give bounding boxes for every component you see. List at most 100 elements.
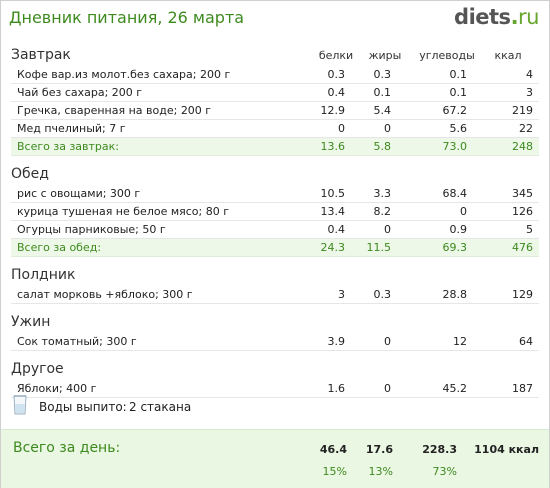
value-kcal: 3 xyxy=(526,86,533,99)
value-protein: 0.4 xyxy=(327,223,346,236)
meal-section-header: Ужин xyxy=(11,312,539,333)
value-kcal: 126 xyxy=(512,205,533,218)
logo-tld: ru xyxy=(518,5,539,29)
value-kcal: 22 xyxy=(519,122,533,135)
value-carbs: 28.8 xyxy=(442,288,468,301)
food-row[interactable]: салат морковь +яблоко; 300 г 3 0.3 28.8 129 xyxy=(11,286,539,304)
food-name: Мед пчелиный; 7 г xyxy=(17,122,126,135)
header: Дневник питания, 26 марта diets.ru xyxy=(1,1,549,37)
value-protein: 12.9 xyxy=(320,104,346,117)
food-name: Чай без сахара; 200 г xyxy=(17,86,143,99)
food-name: Гречка, сваренная на воде; 200 г xyxy=(17,104,212,117)
meal-title: Ужин xyxy=(11,314,51,330)
value-kcal: 248 xyxy=(512,140,533,153)
value-protein: 13.4 xyxy=(320,205,346,218)
value-protein: 0 xyxy=(338,122,345,135)
column-header-carbs: углеводы xyxy=(419,49,475,62)
column-header-protein: белки xyxy=(318,49,354,62)
food-name: салат морковь +яблоко; 300 г xyxy=(17,288,193,301)
column-header-kcal: ккал xyxy=(494,49,522,62)
value-protein: 10.5 xyxy=(320,187,346,200)
food-row[interactable]: Мед пчелиный; 7 г 0 0 5.6 22 xyxy=(11,120,539,138)
day-fat: 17.6 xyxy=(365,443,393,456)
value-fat: 0 xyxy=(384,122,391,135)
value-kcal: 476 xyxy=(512,241,533,254)
day-protein: 46.4 xyxy=(319,443,347,456)
meal-total-row: Всего за завтрак: 13.6 5.8 73.0 248 xyxy=(11,138,539,156)
meal-title: Полдник xyxy=(11,267,76,283)
page-title: Дневник питания, 26 марта xyxy=(9,8,245,27)
value-protein: 1.6 xyxy=(327,382,346,395)
food-row[interactable]: Кофе вар.из молот.без сахара; 200 г 0.3 0.… xyxy=(11,66,539,84)
food-name: Огурцы парниковые; 50 г xyxy=(17,223,166,236)
food-row[interactable]: Чай без сахара; 200 г 0.4 0.1 0.1 3 xyxy=(11,84,539,102)
water-intake: Воды выпито: 2 стакана xyxy=(11,394,311,420)
day-total: Всего за день: 46.4 17.6 228.3 1104 ккал… xyxy=(1,429,549,488)
value-fat: 0 xyxy=(384,382,391,395)
water-value: 2 стакана xyxy=(129,400,192,414)
food-row[interactable]: Сок томатный; 300 г 3.9 0 12 64 xyxy=(11,333,539,351)
value-kcal: 4 xyxy=(526,68,533,81)
value-fat: 0.3 xyxy=(373,68,392,81)
value-kcal: 129 xyxy=(512,288,533,301)
food-row[interactable]: Огурцы парниковые; 50 г 0.4 0 0.9 5 xyxy=(11,221,539,239)
value-fat: 5.8 xyxy=(373,140,392,153)
meal-section-header: Обед xyxy=(11,164,539,185)
day-fat-pct: 13% xyxy=(368,465,393,478)
meal-title: Другое xyxy=(11,361,64,377)
glass-icon xyxy=(13,395,27,415)
column-header-fat: жиры xyxy=(368,49,402,62)
value-carbs: 45.2 xyxy=(442,382,468,395)
meal-section-header: Завтрак белки жиры углеводы ккал xyxy=(11,45,539,66)
value-carbs: 0.1 xyxy=(449,68,468,81)
meal-title: Завтрак xyxy=(11,47,71,63)
value-fat: 0 xyxy=(384,335,391,348)
value-carbs: 67.2 xyxy=(442,104,468,117)
value-protein: 24.3 xyxy=(320,241,346,254)
value-protein: 0.3 xyxy=(327,68,346,81)
logo-main: diets xyxy=(454,5,511,29)
value-carbs: 5.6 xyxy=(449,122,468,135)
meal-total-row: Всего за обед: 24.3 11.5 69.3 476 xyxy=(11,239,539,257)
value-carbs: 0.1 xyxy=(449,86,468,99)
meal-section-header: Другое xyxy=(11,359,539,380)
value-carbs: 68.4 xyxy=(442,187,468,200)
value-carbs: 69.3 xyxy=(442,241,468,254)
day-carbs-pct: 73% xyxy=(432,465,457,478)
food-row[interactable]: Гречка, сваренная на воде; 200 г 12.9 5.4 6… xyxy=(11,102,539,120)
food-name: Сок томатный; 300 г xyxy=(17,335,137,348)
value-fat: 0.3 xyxy=(373,288,392,301)
site-logo[interactable]: diets.ru xyxy=(454,5,539,29)
value-carbs: 12 xyxy=(453,335,467,348)
value-protein: 0.4 xyxy=(327,86,346,99)
value-kcal: 187 xyxy=(512,382,533,395)
day-kcal: 1104 ккал xyxy=(474,443,539,456)
value-carbs: 0.9 xyxy=(449,223,468,236)
value-kcal: 345 xyxy=(512,187,533,200)
food-name: рис с овощами; 300 г xyxy=(17,187,141,200)
value-protein: 3 xyxy=(338,288,345,301)
day-protein-pct: 15% xyxy=(322,465,347,478)
meal-total-label: Всего за обед: xyxy=(17,241,102,254)
value-fat: 0 xyxy=(384,223,391,236)
water-label: Воды выпито: xyxy=(39,400,127,414)
food-name: Яблоки; 400 г xyxy=(17,382,97,395)
value-kcal: 64 xyxy=(519,335,533,348)
food-row[interactable]: курица тушеная не белое мясо; 80 г 13.4 8.… xyxy=(11,203,539,221)
value-carbs: 0 xyxy=(460,205,467,218)
value-fat: 5.4 xyxy=(373,104,392,117)
food-name: курица тушеная не белое мясо; 80 г xyxy=(17,205,230,218)
value-fat: 3.3 xyxy=(373,187,392,200)
day-total-label: Всего за день: xyxy=(13,440,121,456)
day-carbs: 228.3 xyxy=(422,443,457,456)
food-row[interactable]: Яблоки; 400 г 1.6 0 45.2 187 xyxy=(11,380,539,398)
value-fat: 11.5 xyxy=(366,241,392,254)
value-fat: 8.2 xyxy=(373,205,392,218)
value-protein: 3.9 xyxy=(327,335,346,348)
food-row[interactable]: рис с овощами; 300 г 10.5 3.3 68.4 345 xyxy=(11,185,539,203)
meal-diary: Завтрак белки жиры углеводы ккал Кофе вар.из … xyxy=(11,45,539,398)
value-protein: 13.6 xyxy=(320,140,346,153)
logo-dot: . xyxy=(510,5,519,29)
food-name: Кофе вар.из молот.без сахара; 200 г xyxy=(17,68,231,81)
